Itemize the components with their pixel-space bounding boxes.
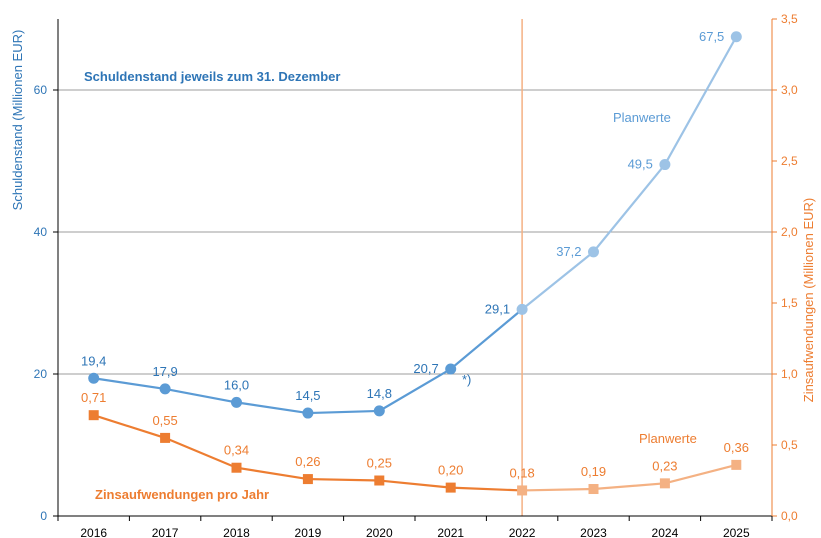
y-left-tick-label: 60 — [34, 83, 48, 97]
series-0-point — [302, 407, 314, 419]
series-1-point — [88, 410, 99, 421]
series-0-data-label: 14,5 — [295, 388, 320, 403]
series-1-data-label: 0,26 — [295, 454, 320, 469]
series-0-point — [516, 303, 528, 315]
series-0-point — [659, 159, 671, 171]
y-left-tick-label: 40 — [34, 225, 48, 239]
series-1-point — [231, 462, 242, 473]
series-1-data-label: 0,18 — [509, 465, 534, 480]
series-0-data-label: 19,4 — [81, 353, 106, 368]
x-tick-label: 2018 — [223, 526, 250, 538]
series-1-data-label: 0,23 — [652, 458, 677, 473]
series-1-point — [374, 475, 385, 486]
debt-plan-label: Planwerte — [613, 110, 671, 125]
series-1-point — [160, 432, 171, 443]
x-tick-label: 2016 — [80, 526, 107, 538]
y-right-tick-label: 0,5 — [781, 438, 798, 452]
x-tick-label: 2019 — [295, 526, 322, 538]
y-right-tick-label: 2,5 — [781, 154, 798, 168]
y-left-tick-label: 20 — [34, 367, 48, 381]
series-0-point — [88, 372, 100, 384]
y-right-tick-label: 3,0 — [781, 83, 798, 97]
series-0-data-label: 37,2 — [556, 244, 581, 259]
series-1-data-label: 0,36 — [724, 440, 749, 455]
series-1-data-label: 0,20 — [438, 463, 463, 478]
series-0-point — [231, 396, 242, 408]
axes: 0 20 40 60 0,0 0,5 1,0 1,5 2,0 2,5 3,0 3,5 2016 2017 2… — [34, 12, 798, 538]
series-0-data-label: 29,1 — [485, 301, 510, 316]
series-1-data-label: 0,19 — [581, 464, 606, 479]
footnote-mark: *) — [462, 372, 471, 387]
series-1-data-label: 0,34 — [224, 443, 249, 458]
interest-plan-label: Planwerte — [639, 431, 697, 446]
series-1-point — [731, 459, 742, 470]
series-0-point — [730, 31, 742, 43]
y-right-tick-label: 2,0 — [781, 225, 798, 239]
x-tick-label: 2024 — [652, 526, 679, 538]
series-0-data-label: 67,5 — [699, 29, 724, 44]
series-0-data-label: 49,5 — [628, 157, 653, 172]
x-tick-label: 2022 — [509, 526, 536, 538]
series-0-data-label: 17,9 — [152, 364, 177, 379]
series-1-point — [517, 485, 528, 496]
series-1-point — [302, 474, 313, 485]
y-left-tick-label: 0 — [40, 509, 47, 523]
x-tick-label: 2023 — [580, 526, 607, 538]
y-right-tick-label: 3,5 — [781, 12, 798, 26]
series-1-data-label: 0,71 — [81, 390, 106, 405]
y-right-tick-label: 0,0 — [781, 509, 798, 523]
series-0-data-label: 14,8 — [367, 386, 392, 401]
series-0-data-label: 16,0 — [224, 377, 249, 392]
right-axis-title: Zinsaufwendungen (Millionen EUR) — [801, 198, 816, 403]
interest-title: Zinsaufwendungen pro Jahr — [95, 487, 269, 502]
series-0-point — [445, 363, 457, 375]
series-1-point — [445, 482, 456, 493]
series-0-point — [373, 405, 385, 417]
series-1-plan-line — [522, 463, 737, 492]
series-0-point — [159, 383, 171, 395]
x-tick-label: 2020 — [366, 526, 393, 538]
series-1-data-label: 0,25 — [367, 456, 392, 471]
x-tick-label: 2025 — [723, 526, 750, 538]
debt-title: Schuldenstand jeweils zum 31. Dezember — [84, 69, 340, 84]
series-1-point — [588, 484, 599, 495]
series-1-data-label: 0,55 — [152, 413, 177, 428]
y-right-tick-label: 1,0 — [781, 367, 798, 381]
x-tick-label: 2017 — [152, 526, 179, 538]
x-tick-label: 2021 — [437, 526, 464, 538]
grid-lines — [58, 89, 772, 375]
series-0-plan-line — [521, 36, 738, 311]
left-axis-title: Schuldenstand (Millionen EUR) — [10, 30, 25, 211]
series-1-point — [659, 478, 670, 489]
series-group: 19,4 17,9 16,0 14,5 14,8 20,7 29,1 37,2 49,5 67,5… — [81, 29, 749, 496]
series-0-point — [588, 246, 599, 258]
y-right-tick-label: 1,5 — [781, 296, 798, 310]
series-0-data-label: 20,7 — [413, 361, 438, 376]
